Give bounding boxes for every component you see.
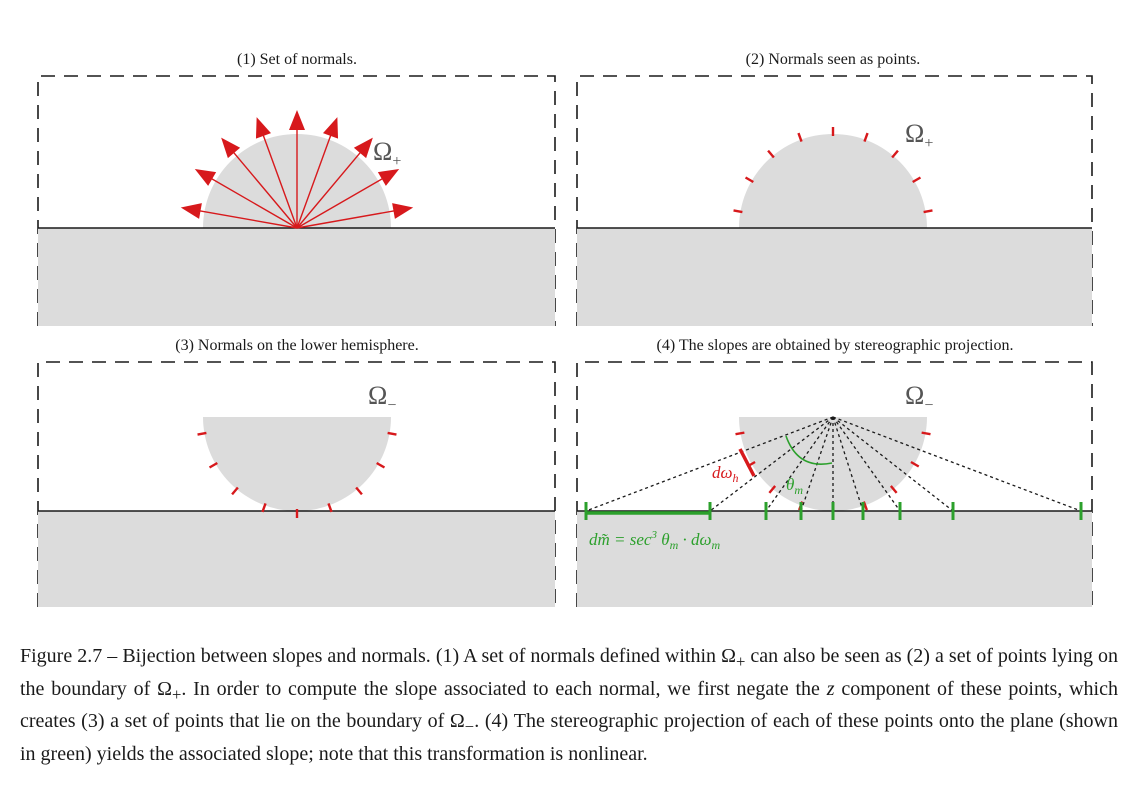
panel-2-frame (576, 75, 1093, 326)
normal-vector-7 (229, 147, 298, 229)
normal-vector-1 (296, 209, 400, 229)
lower-point-6 (261, 503, 267, 513)
panel-2-points (733, 127, 933, 214)
lower-point-8 (208, 461, 218, 469)
normal-arrowhead-8 (194, 169, 217, 186)
figure-diagram: (1) Set of normals. Ω+ (2) Normals seen … (37, 51, 1093, 607)
normal-vector-4 (296, 130, 334, 229)
panel-4-highlight-normal-arc (738, 448, 756, 477)
panel-2-omega: Ω+ (905, 119, 933, 152)
normal-arrowhead-9 (180, 203, 202, 219)
normal-arrowhead-3 (353, 137, 373, 159)
panel-3-omega: Ω− (368, 381, 396, 414)
normal-arrowhead-4 (323, 117, 339, 139)
panel-3-lower-hemisphere (203, 417, 391, 511)
normal-point-3 (891, 149, 899, 159)
lower-point-4 (327, 503, 333, 513)
normal-vector-9 (194, 209, 298, 229)
panel-1: (1) Set of normals. Ω+ (37, 51, 556, 326)
projected-point-7 (768, 485, 777, 494)
projection-line-6 (832, 416, 864, 512)
projection-line-8 (832, 416, 954, 512)
projection-line-7 (832, 416, 901, 512)
panel-1-frame (37, 75, 556, 326)
normal-vector-3 (296, 147, 365, 229)
normal-arrowhead-6 (255, 117, 271, 139)
panel-3-title: (3) Normals on the lower hemisphere. (175, 337, 418, 354)
panel-4: (4) The slopes are obtained by stereogra… (576, 337, 1093, 607)
panel-4-omega: Ω− (905, 381, 933, 414)
normal-point-7 (767, 149, 775, 159)
lower-point-1 (387, 431, 397, 436)
panel-4-slope-ticks (584, 502, 1083, 520)
projected-point-2 (910, 460, 920, 468)
projection-line-9 (832, 416, 1082, 512)
normal-vector-6 (260, 130, 298, 229)
normal-point-4 (863, 132, 869, 142)
projection-line-1 (585, 416, 834, 512)
panel-3: (3) Normals on the lower hemisphere. Ω− (37, 337, 556, 607)
normal-arrowhead-7 (221, 137, 241, 159)
panel-4-frame (576, 361, 1093, 607)
panel-4-title: (4) The slopes are obtained by stereogra… (657, 337, 1014, 354)
panel-2-title: (2) Normals seen as points. (746, 51, 921, 68)
figure-caption: Figure 2.7 – Bijection between slopes an… (20, 645, 1119, 765)
lower-point-3 (355, 486, 363, 496)
projected-point-1 (921, 431, 931, 436)
panel-1-normals (180, 110, 414, 229)
panel-4-theta-arc (785, 435, 833, 465)
panel-4-surface (577, 511, 1092, 607)
panel-3-points (197, 431, 397, 518)
projection-line-3 (765, 416, 834, 512)
panel-2-upper-hemisphere (739, 134, 927, 228)
panel-4-lower-hemisphere (739, 417, 927, 511)
normal-vector-2 (296, 175, 388, 229)
normal-vector-8 (206, 175, 298, 229)
panel-1-omega: Ω+ (373, 137, 401, 170)
panel-3-surface (38, 511, 555, 607)
lower-point-9 (197, 431, 207, 436)
panel-4-projection-lines (585, 416, 1082, 512)
theta-m-label: θm (786, 475, 803, 497)
projected-point-9 (735, 431, 745, 436)
d-omega-h-label: dωh (712, 463, 739, 485)
lower-point-2 (376, 461, 386, 469)
normal-point-6 (797, 132, 803, 142)
d-m-formula: dm̃ = sec3 θm · dωm (589, 529, 721, 552)
panel-1-title: (1) Set of normals. (237, 51, 357, 68)
panel-1-surface (38, 228, 555, 326)
lower-point-7 (231, 486, 239, 496)
panel-2: (2) Normals seen as points. Ω+ (576, 51, 1093, 326)
projection-line-2 (709, 416, 834, 512)
normal-point-1 (923, 209, 933, 214)
normal-point-8 (744, 176, 754, 184)
normal-point-2 (912, 176, 922, 184)
normal-arrowhead-5 (289, 110, 305, 130)
panel-3-frame (37, 361, 556, 607)
normal-arrowhead-2 (377, 169, 400, 186)
projected-point-3 (889, 485, 898, 494)
normal-point-9 (733, 209, 743, 214)
normal-arrowhead-1 (392, 203, 414, 219)
panel-2-surface (577, 228, 1092, 326)
